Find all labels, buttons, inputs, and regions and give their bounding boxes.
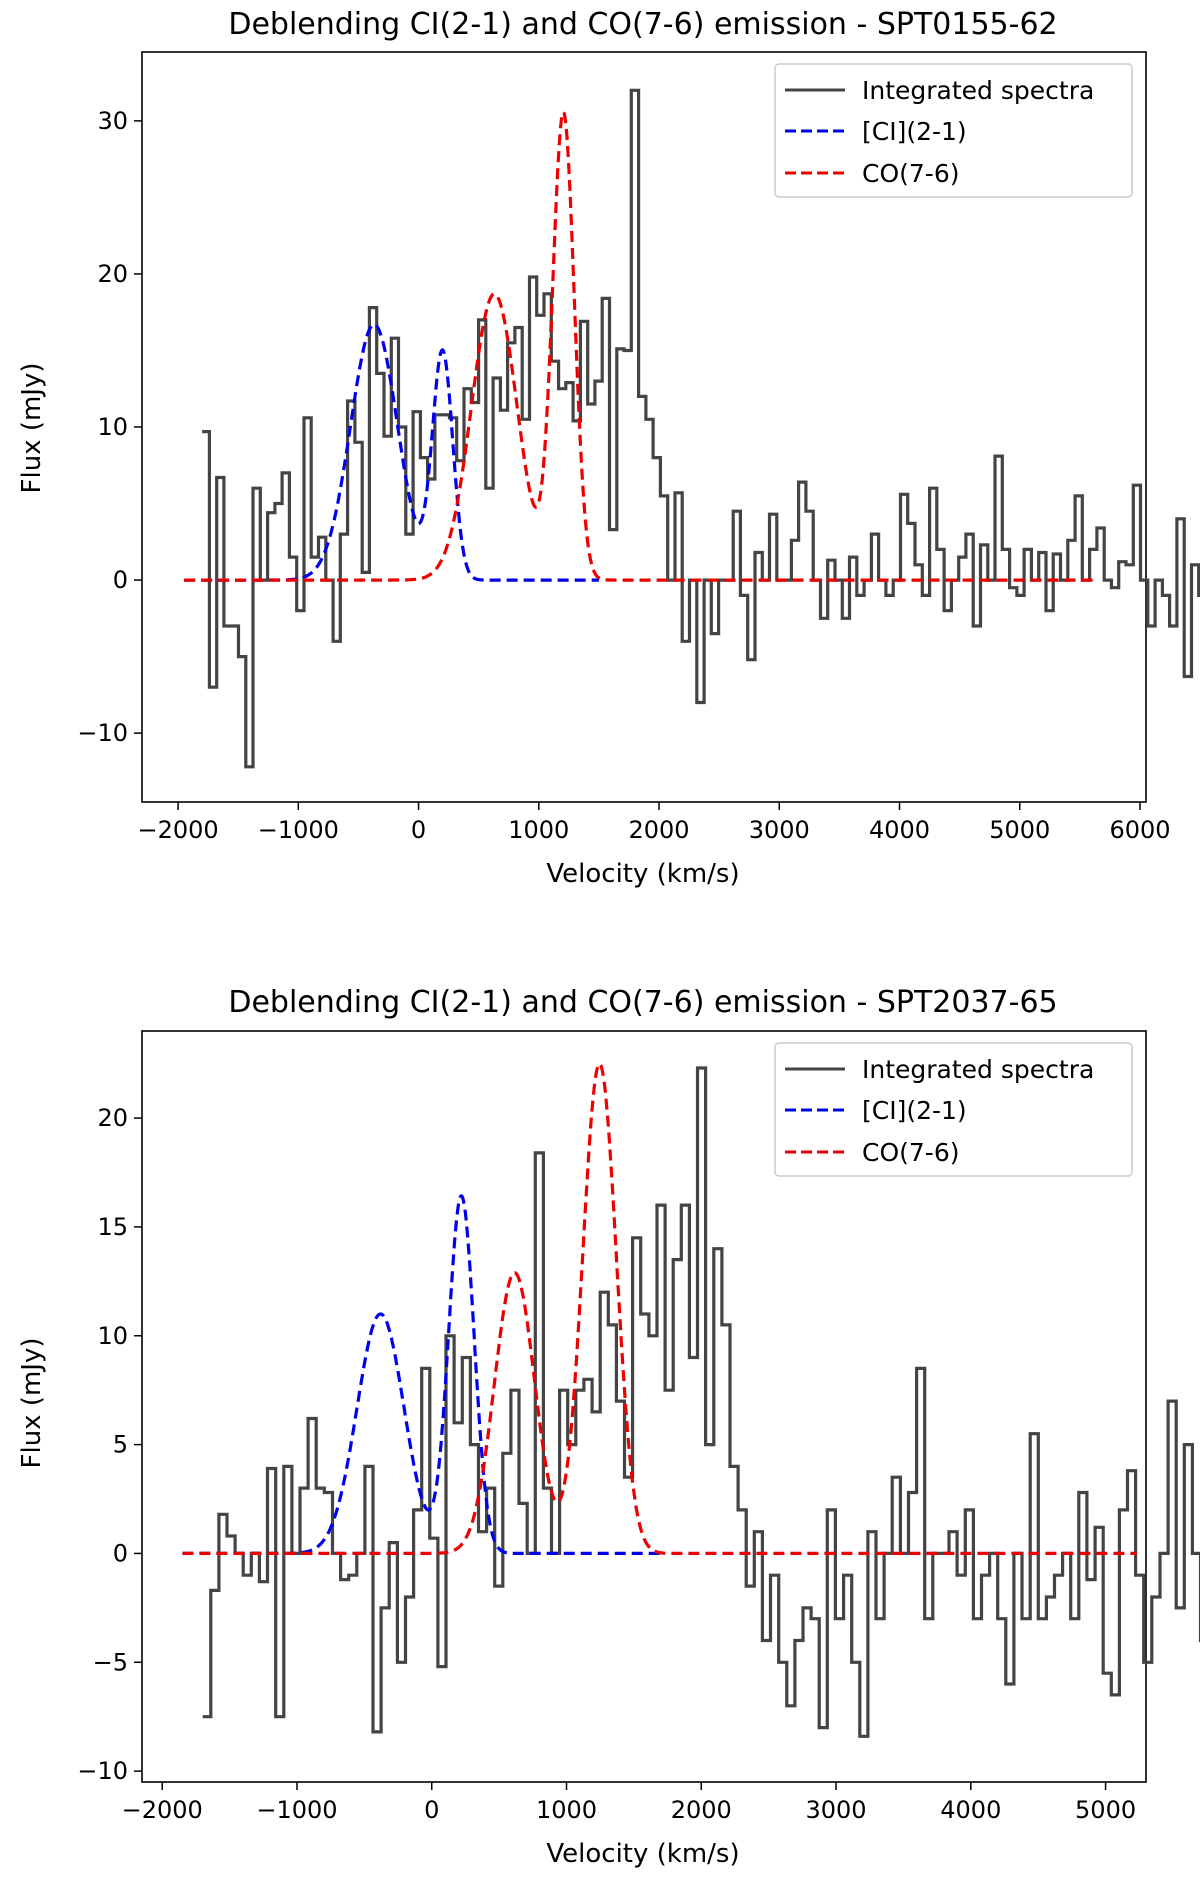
x-tick-label: −1000 (258, 816, 339, 844)
x-tick-label: 4000 (940, 1796, 1001, 1824)
x-tick-label: 6000 (1109, 816, 1170, 844)
y-tick-label: −5 (93, 1648, 128, 1676)
series-co-fit (184, 108, 1096, 582)
x-tick-label: 5000 (1075, 1796, 1136, 1824)
x-tick-label: 0 (411, 816, 426, 844)
legend-frame (774, 1042, 1133, 1177)
x-axis-label: Velocity (km/s) (546, 859, 739, 889)
y-axis-label: Flux (mJy) (17, 1338, 47, 1469)
legend: Integrated spectra [CI](2-1) CO(7-6) (774, 63, 1133, 198)
plot-area-frame (141, 1030, 1147, 1783)
x-tick-label: 2000 (628, 816, 689, 844)
chart-panel-spt2037: Deblending CI(2-1) and CO(7-6) emission … (17, 985, 1200, 1869)
x-tick-label: −1000 (256, 1796, 337, 1824)
legend-frame (774, 63, 1133, 198)
legend-label-co: CO(7-6) (862, 1138, 959, 1167)
legend-label-ci: [CI](2-1) (862, 1096, 967, 1125)
y-tick-label: 0 (113, 566, 128, 594)
y-tick-label: 0 (113, 1539, 128, 1567)
y-tick-label: 5 (113, 1431, 128, 1459)
series-integrated-spectra (202, 1066, 1200, 1738)
y-axis-label: Flux (mJy) (17, 363, 47, 494)
y-tick-label: 20 (97, 1104, 128, 1132)
series-co-fit (182, 1061, 1137, 1555)
series-ci-fit (182, 1193, 661, 1555)
x-tick-label: 5000 (989, 816, 1050, 844)
y-tick-label: 30 (97, 107, 128, 135)
chart-panel-spt0155: Deblending CI(2-1) and CO(7-6) emission … (17, 7, 1200, 889)
x-tick-label: 3000 (749, 816, 810, 844)
legend-label-co: CO(7-6) (862, 159, 959, 188)
y-tick-label: 10 (97, 413, 128, 441)
x-tick-label: 4000 (869, 816, 930, 844)
legend-label-ci: [CI](2-1) (862, 117, 967, 146)
x-axis-label: Velocity (km/s) (546, 1839, 739, 1869)
x-tick-label: 2000 (671, 1796, 732, 1824)
legend-label-spectrum: Integrated spectra (862, 1055, 1094, 1084)
legend: Integrated spectra [CI](2-1) CO(7-6) (774, 1042, 1133, 1177)
x-tick-label: 1000 (508, 816, 569, 844)
y-tick-label: −10 (77, 1757, 128, 1785)
y-tick-label: 10 (97, 1322, 128, 1350)
chart-title: Deblending CI(2-1) and CO(7-6) emission … (228, 7, 1057, 42)
series-integrated-spectra (202, 88, 1200, 769)
chart-title: Deblending CI(2-1) and CO(7-6) emission … (228, 985, 1057, 1020)
y-tick-label: 20 (97, 260, 128, 288)
legend-label-spectrum: Integrated spectra (862, 76, 1094, 105)
y-tick-label: 15 (97, 1213, 128, 1241)
x-tick-label: 1000 (536, 1796, 597, 1824)
x-tick-label: −2000 (137, 816, 218, 844)
x-tick-label: 3000 (806, 1796, 867, 1824)
x-tick-label: 0 (424, 1796, 439, 1824)
x-tick-label: −2000 (122, 1796, 203, 1824)
y-tick-label: −10 (77, 719, 128, 747)
